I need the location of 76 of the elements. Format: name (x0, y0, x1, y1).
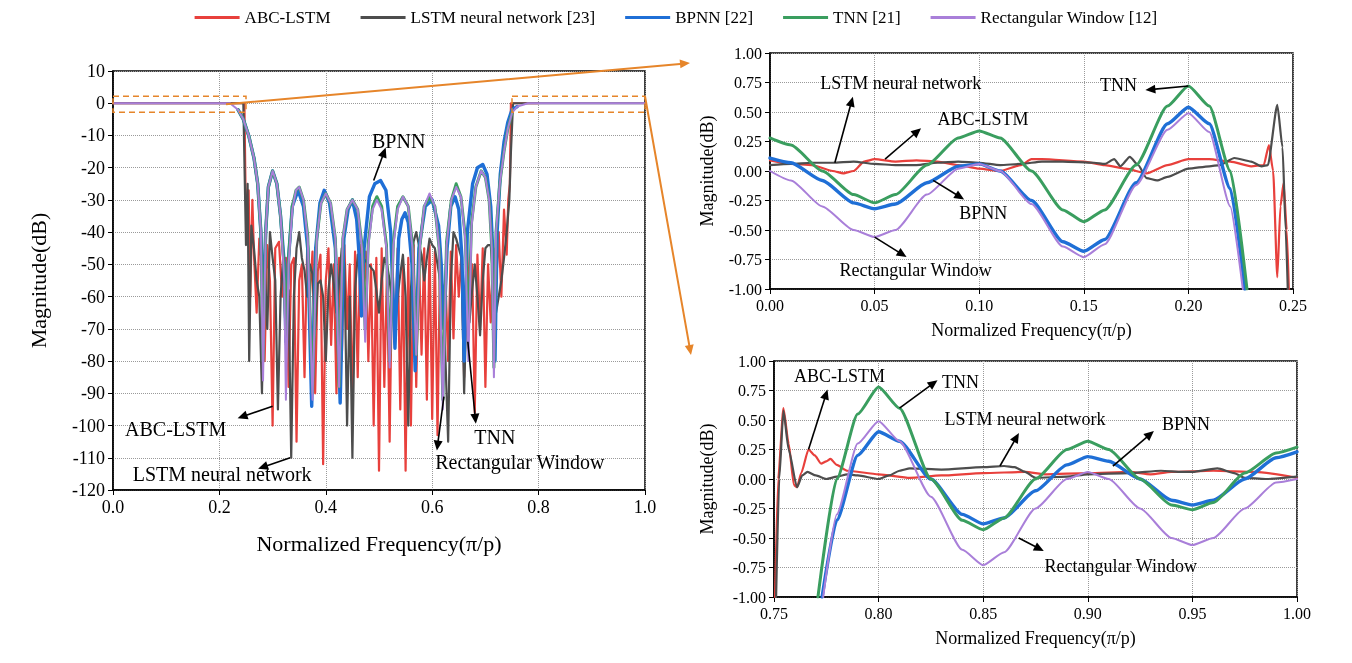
x-tick-label: 0.10 (965, 296, 994, 314)
x-axis-title: Normalized Frequency(π/p) (256, 530, 502, 556)
y-tick-label: -120 (72, 480, 105, 500)
y-tick-label: 10 (87, 61, 105, 81)
annotation: ABC-LSTM (125, 418, 227, 441)
y-tick-label: 1.00 (738, 352, 766, 370)
y-tick-label: 0.25 (738, 441, 766, 458)
y-tick-label: -10 (81, 125, 105, 146)
y-tick-label: -110 (72, 447, 105, 468)
x-tick-label: 0.8 (527, 497, 550, 517)
annotation: ABC-LSTM (794, 365, 886, 386)
y-tick-label: 0.50 (734, 103, 762, 121)
x-tick-label: 0.05 (860, 296, 889, 314)
x-tick-label: 1.00 (1283, 604, 1311, 622)
y-tick-label: -0.50 (728, 221, 762, 239)
annotation: TNN (474, 425, 516, 448)
y-tick-label: -0.75 (732, 559, 766, 576)
x-tick-label: 0.6 (420, 497, 444, 517)
y-tick-label: -0.50 (732, 529, 766, 547)
x-tick-label: 0.4 (314, 497, 338, 517)
legend-label: LSTM neural network [23] (410, 8, 596, 27)
y-tick-label: 0.00 (738, 470, 766, 488)
annotation: LSTM neural network (132, 462, 312, 485)
y-tick-label: 0.00 (734, 162, 762, 180)
y-tick-label: 0 (96, 93, 105, 114)
x-tick-label: 0.25 (1279, 296, 1307, 314)
annotation: BPNN (1161, 414, 1210, 435)
y-tick-label: 0.25 (734, 133, 762, 150)
annotation: TNN (942, 372, 980, 393)
legend-label: Rectangular Window [12] (980, 8, 1158, 27)
annotation: BPNN (372, 129, 426, 152)
y-tick-label: -40 (81, 222, 105, 243)
x-tick-label: 1.0 (633, 497, 657, 517)
annotation: Rectangular Window (435, 450, 606, 474)
y-tick-label: 0.50 (738, 411, 766, 429)
y-axis-title: Magnitude(dB) (697, 115, 718, 227)
y-tick-label: -1.00 (732, 588, 766, 606)
x-axis-title: Normalized Frequency(π/p) (931, 320, 1132, 341)
x-axis-title: Normalized Frequency(π/p) (935, 628, 1136, 649)
annotation: Rectangular Window (839, 260, 992, 281)
y-tick-label: -1.00 (728, 280, 762, 298)
x-tick-label: 0.00 (756, 296, 784, 314)
y-tick-label: -0.25 (728, 192, 762, 209)
annotation: LSTM neural network (820, 72, 982, 93)
y-tick-label: -90 (81, 383, 105, 404)
y-tick-label: -20 (81, 157, 105, 178)
y-tick-label: -0.75 (728, 251, 762, 268)
y-tick-label: -80 (81, 351, 105, 372)
x-tick-label: 0.15 (1069, 296, 1098, 314)
legend-label: BPNN [22] (675, 8, 754, 27)
y-tick-label: -0.25 (732, 500, 766, 517)
x-tick-label: 0.85 (969, 604, 998, 622)
legend-label: TNN [21] (833, 8, 901, 27)
annotation: LSTM neural network (944, 409, 1106, 430)
legend-label: ABC-LSTM (244, 8, 331, 27)
annotation: BPNN (959, 203, 1008, 224)
y-tick-label: 0.75 (738, 382, 766, 399)
x-tick-label: 0.90 (1073, 604, 1102, 622)
x-tick-label: 0.2 (208, 497, 231, 517)
x-tick-label: 0.20 (1174, 296, 1203, 314)
x-tick-label: 0.75 (760, 604, 788, 622)
annotation: TNN (1099, 75, 1137, 96)
y-tick-label: -60 (81, 286, 105, 307)
y-tick-label: -30 (81, 189, 105, 210)
y-tick-label: -50 (81, 254, 105, 275)
y-axis-title: Magnitude(dB) (25, 212, 51, 349)
y-axis-title: Magnitude(dB) (697, 423, 718, 535)
y-tick-label: -100 (72, 415, 105, 436)
annotation: Rectangular Window (1044, 556, 1197, 576)
y-tick-label: 1.00 (734, 44, 762, 62)
annotation: ABC-LSTM (937, 109, 1029, 130)
x-tick-label: 0.0 (101, 497, 125, 517)
x-tick-label: 0.80 (864, 604, 893, 622)
y-tick-label: 0.75 (734, 74, 762, 91)
y-tick-label: -70 (81, 318, 105, 339)
x-tick-label: 0.95 (1178, 604, 1207, 622)
